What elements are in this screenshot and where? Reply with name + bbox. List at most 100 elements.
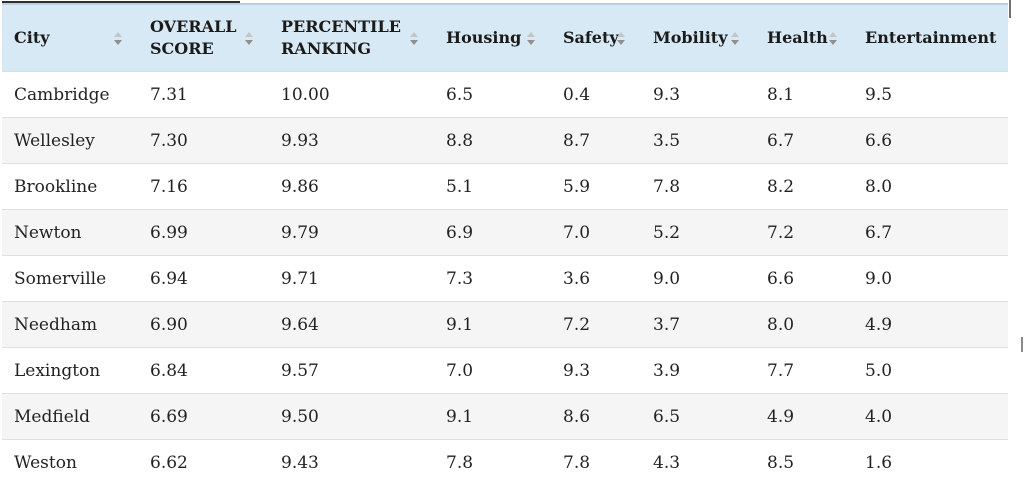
column-header-health[interactable]: Health [755,5,853,71]
sort-arrows-icon[interactable] [114,31,122,45]
score-cell: 9.86 [281,176,319,197]
score-cell: 4.0 [865,406,893,427]
sort-descending-icon[interactable] [114,39,122,45]
city-cell: Weston [14,452,77,473]
column-header-housing[interactable]: Housing [434,5,551,71]
sort-arrows-icon[interactable] [245,31,253,45]
score-cell: 3.5 [653,130,681,151]
sort-arrows-icon[interactable] [410,31,418,45]
sort-arrows-icon[interactable] [617,31,625,45]
table-row: Needham 6.90 9.64 9.1 7.2 3.7 8.0 4.9 [2,302,1008,348]
score-cell: 9.93 [281,130,319,151]
score-cell: 7.8 [446,452,474,473]
scrollbar-fragment-mid[interactable] [1021,337,1023,352]
score-cell: 6.7 [865,222,893,243]
score-cell: 6.69 [150,406,188,427]
score-cell: 8.2 [767,176,795,197]
score-cell: 5.2 [653,222,681,243]
top-edge-line [2,1,240,3]
score-cell: 9.43 [281,452,319,473]
city-scores-table: City OVERALL SCORE PERCENTILE RANKING Housi… [2,3,1008,480]
score-cell: 6.5 [446,84,474,105]
table-row: Weston 6.62 9.43 7.8 7.8 4.3 8.5 1.6 [2,440,1008,480]
table-header-row: City OVERALL SCORE PERCENTILE RANKING Housi… [2,3,1008,72]
score-cell: 0.4 [563,84,591,105]
city-cell: Newton [14,222,82,243]
table-row: Somerville 6.94 9.71 7.3 3.6 9.0 6.6 9.0 [2,256,1008,302]
score-cell: 9.0 [653,268,681,289]
sort-ascending-icon[interactable] [617,31,625,37]
score-cell: 6.99 [150,222,188,243]
sort-descending-icon[interactable] [829,39,837,45]
score-cell: 8.6 [563,406,591,427]
sort-ascending-icon[interactable] [731,31,739,37]
score-cell: 9.3 [653,84,681,105]
column-header-label: Health [767,28,828,48]
score-cell: 7.0 [563,222,591,243]
sort-descending-icon[interactable] [245,39,253,45]
score-cell: 8.1 [767,84,795,105]
sort-descending-icon[interactable] [527,39,535,45]
city-cell: Somerville [14,268,107,289]
table-row: Wellesley 7.30 9.93 8.8 8.7 3.5 6.7 6.6 [2,118,1008,164]
table-row: Medfield 6.69 9.50 9.1 8.6 6.5 4.9 4.0 [2,394,1008,440]
sort-descending-icon[interactable] [410,39,418,45]
sort-ascending-icon[interactable] [410,31,418,37]
column-header-entertainment[interactable]: Entertainment [853,5,1008,71]
score-cell: 7.2 [767,222,795,243]
score-cell: 6.6 [767,268,795,289]
score-cell: 6.94 [150,268,188,289]
column-header-percentile-ranking[interactable]: PERCENTILE RANKING [269,5,434,71]
sort-arrows-icon[interactable] [829,31,837,45]
score-cell: 9.71 [281,268,319,289]
sort-ascending-icon[interactable] [527,31,535,37]
column-header-mobility[interactable]: Mobility [641,5,755,71]
scrollbar-fragment-top[interactable] [1009,0,1011,18]
column-header-city[interactable]: City [2,5,138,71]
score-cell: 7.30 [150,130,188,151]
table-row: Lexington 6.84 9.57 7.0 9.3 3.9 7.7 5.0 [2,348,1008,394]
score-cell: 6.9 [446,222,474,243]
sort-arrows-icon[interactable] [527,31,535,45]
score-cell: 10.00 [281,84,330,105]
city-cell: Cambridge [14,84,110,105]
table-body: Cambridge 7.31 10.00 6.5 0.4 9.3 8.1 9.5 Wellesl… [2,72,1008,480]
column-header-label: Entertainment [865,28,997,48]
score-cell: 4.9 [865,314,893,335]
column-header-label: Safety [563,28,619,48]
table-row: Cambridge 7.31 10.00 6.5 0.4 9.3 8.1 9.5 [2,72,1008,118]
score-cell: 5.0 [865,360,893,381]
score-cell: 9.50 [281,406,319,427]
sort-ascending-icon[interactable] [114,31,122,37]
score-cell: 8.0 [865,176,893,197]
score-cell: 6.6 [865,130,893,151]
sort-descending-icon[interactable] [731,39,739,45]
score-cell: 9.3 [563,360,591,381]
score-cell: 7.8 [563,452,591,473]
score-cell: 9.64 [281,314,319,335]
score-cell: 3.7 [653,314,681,335]
column-header-label: PERCENTILE RANKING [281,17,401,58]
sort-ascending-icon[interactable] [829,31,837,37]
score-cell: 9.0 [865,268,893,289]
sort-descending-icon[interactable] [617,39,625,45]
column-header-label: OVERALL SCORE [150,17,237,58]
score-cell: 7.16 [150,176,188,197]
column-header-overall-score[interactable]: OVERALL SCORE [138,5,269,71]
score-cell: 8.7 [563,130,591,151]
score-cell: 3.9 [653,360,681,381]
score-cell: 6.62 [150,452,188,473]
score-cell: 9.1 [446,314,474,335]
city-cell: Medfield [14,406,91,427]
score-cell: 4.9 [767,406,795,427]
column-header-safety[interactable]: Safety [551,5,641,71]
score-cell: 9.5 [865,84,893,105]
score-cell: 9.57 [281,360,319,381]
score-cell: 9.1 [446,406,474,427]
sort-ascending-icon[interactable] [245,31,253,37]
score-cell: 7.0 [446,360,474,381]
column-header-label: Housing [446,28,522,48]
city-cell: Needham [14,314,98,335]
score-cell: 7.31 [150,84,188,105]
sort-arrows-icon[interactable] [731,31,739,45]
